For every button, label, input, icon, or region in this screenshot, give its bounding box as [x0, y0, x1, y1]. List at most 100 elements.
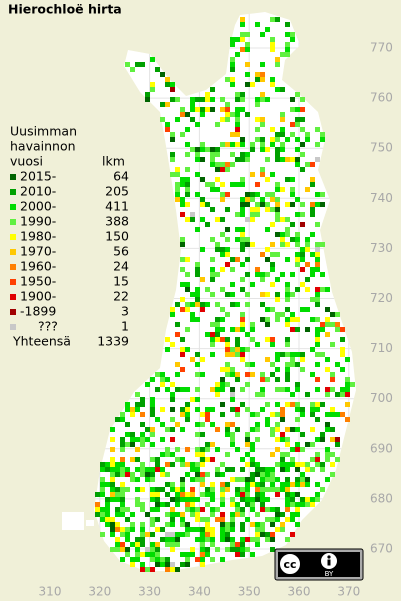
- record-square: [255, 22, 260, 27]
- record-square: [185, 112, 190, 117]
- record-square: [320, 352, 325, 357]
- record-square: [250, 507, 255, 512]
- record-square: [215, 272, 220, 277]
- record-square: [265, 227, 270, 232]
- record-square: [155, 372, 160, 377]
- record-square: [160, 562, 165, 567]
- record-square: [225, 207, 230, 212]
- record-square: [225, 142, 230, 147]
- record-square: [320, 132, 325, 137]
- record-square: [280, 417, 285, 422]
- record-square: [165, 492, 170, 497]
- record-square: [345, 387, 350, 392]
- record-square: [210, 487, 215, 492]
- record-square: [240, 142, 245, 147]
- record-square: [220, 307, 225, 312]
- record-square: [200, 517, 205, 522]
- record-square: [255, 492, 260, 497]
- record-square: [160, 502, 165, 507]
- record-square: [245, 432, 250, 437]
- record-square: [165, 447, 170, 452]
- record-square: [150, 532, 155, 537]
- record-square: [135, 497, 140, 502]
- record-square: [255, 537, 260, 542]
- record-square: [150, 477, 155, 482]
- record-square: [220, 377, 225, 382]
- record-square: [300, 447, 305, 452]
- record-square: [255, 137, 260, 142]
- record-square: [255, 462, 260, 467]
- record-square: [150, 567, 155, 572]
- record-square: [275, 357, 280, 362]
- record-square: [275, 187, 280, 192]
- record-square: [345, 357, 350, 362]
- record-square: [240, 202, 245, 207]
- record-square: [310, 212, 315, 217]
- record-square: [150, 412, 155, 417]
- record-square: [185, 347, 190, 352]
- record-square: [260, 142, 265, 147]
- y-tick-label: 770: [370, 41, 393, 55]
- record-square: [295, 512, 300, 517]
- record-square: [190, 502, 195, 507]
- record-square: [235, 112, 240, 117]
- record-square: [295, 462, 300, 467]
- record-square: [335, 312, 340, 317]
- record-square: [240, 507, 245, 512]
- record-square: [185, 302, 190, 307]
- record-square: [280, 237, 285, 242]
- record-square: [250, 147, 255, 152]
- record-square: [175, 192, 180, 197]
- license-badge: cc BY: [274, 548, 364, 581]
- record-square: [330, 387, 335, 392]
- record-square: [265, 337, 270, 342]
- record-square: [200, 107, 205, 112]
- record-square: [260, 502, 265, 507]
- record-square: [280, 112, 285, 117]
- record-square: [340, 387, 345, 392]
- record-square: [275, 437, 280, 442]
- record-square: [280, 412, 285, 417]
- record-square: [230, 407, 235, 412]
- record-square: [225, 237, 230, 242]
- legend-count: 205: [105, 184, 129, 199]
- record-square: [350, 382, 355, 387]
- record-square: [120, 462, 125, 467]
- record-square: [270, 342, 275, 347]
- record-square: [290, 37, 295, 42]
- record-square: [150, 522, 155, 527]
- record-square: [255, 482, 260, 487]
- record-square: [325, 427, 330, 432]
- record-square: [275, 277, 280, 282]
- record-square: [255, 207, 260, 212]
- record-square: [265, 147, 270, 152]
- record-square: [110, 482, 115, 487]
- record-square: [165, 522, 170, 527]
- record-square: [155, 467, 160, 472]
- record-square: [315, 252, 320, 257]
- record-square: [260, 137, 265, 142]
- record-square: [320, 272, 325, 277]
- record-square: [190, 217, 195, 222]
- record-square: [210, 337, 215, 342]
- record-square: [145, 552, 150, 557]
- record-square: [310, 457, 315, 462]
- record-square: [240, 327, 245, 332]
- record-square: [290, 447, 295, 452]
- record-square: [200, 552, 205, 557]
- record-square: [250, 412, 255, 417]
- record-square: [190, 527, 195, 532]
- record-square: [245, 82, 250, 87]
- record-square: [285, 467, 290, 472]
- record-square: [255, 522, 260, 527]
- record-square: [220, 512, 225, 517]
- record-square: [230, 152, 235, 157]
- record-square: [245, 202, 250, 207]
- record-square: [155, 502, 160, 507]
- record-square: [330, 412, 335, 417]
- record-square: [230, 132, 235, 137]
- record-square: [260, 392, 265, 397]
- record-square: [200, 247, 205, 252]
- record-square: [170, 82, 175, 87]
- record-square: [325, 447, 330, 452]
